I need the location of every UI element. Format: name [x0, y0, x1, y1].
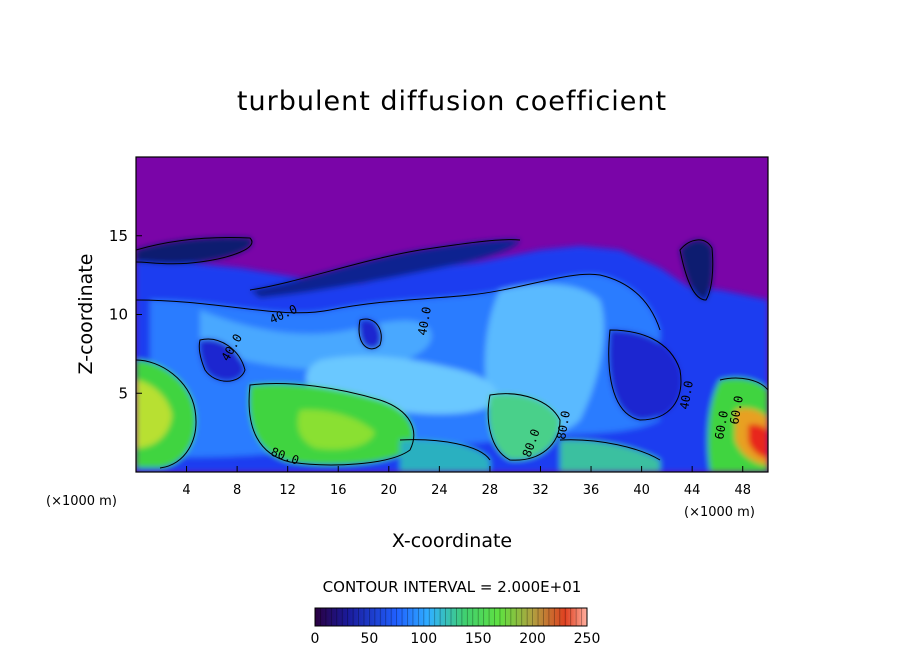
contour-label: 80.0	[554, 410, 573, 441]
y-tick-label: 5	[118, 384, 128, 402]
x-axis-title: X-coordinate	[392, 530, 512, 552]
x-tick-label: 8	[233, 483, 241, 498]
x-tick-label: 20	[381, 483, 398, 498]
x-tick-label: 12	[279, 483, 296, 498]
x-tick-label: 44	[684, 483, 701, 498]
x-tick-label: 24	[431, 483, 448, 498]
chart-title: turbulent diffusion coefficient	[236, 86, 668, 117]
contour-label: 40.0	[677, 380, 696, 411]
colorbar: 0 50 100 150 200 250	[311, 607, 601, 647]
colorbar-tick-label: 0	[311, 631, 320, 647]
contour-label: 60.0	[712, 410, 731, 441]
heatmap-field	[136, 157, 768, 472]
colorbar-ticks: 0 50 100 150 200 250	[311, 631, 601, 647]
x-axis: 4 8 12 16 20 24 28 32 36 40 44 48	[182, 466, 751, 498]
y-axis-title: Z-coordinate	[75, 254, 97, 375]
x-tick-label: 32	[532, 483, 549, 498]
y-axis: 5 10 15	[109, 227, 142, 402]
x-tick-label: 48	[734, 483, 751, 498]
colorbar-tick-label: 250	[574, 631, 601, 647]
contour-interval-label: CONTOUR INTERVAL = 2.000E+01	[322, 578, 582, 596]
x-tick-label: 4	[182, 483, 190, 498]
colorbar-stripes	[320, 608, 582, 626]
y-tick-label: 10	[109, 306, 128, 324]
x-left-unit-label: (×1000 m)	[46, 494, 117, 509]
x-tick-label: 36	[583, 483, 600, 498]
contour-label: 60.0	[727, 395, 746, 426]
x-tick-label: 28	[482, 483, 499, 498]
colorbar-tick-label: 150	[465, 631, 492, 647]
colorbar-tick-label: 100	[410, 631, 437, 647]
contour-label: 40.0	[415, 306, 434, 337]
x-right-unit-label: (×1000 m)	[684, 505, 755, 520]
colorbar-tick-label: 50	[360, 631, 378, 647]
colorbar-tick-label: 200	[519, 631, 546, 647]
x-tick-label: 40	[633, 483, 650, 498]
y-tick-label: 15	[109, 227, 128, 245]
x-tick-label: 16	[330, 483, 347, 498]
